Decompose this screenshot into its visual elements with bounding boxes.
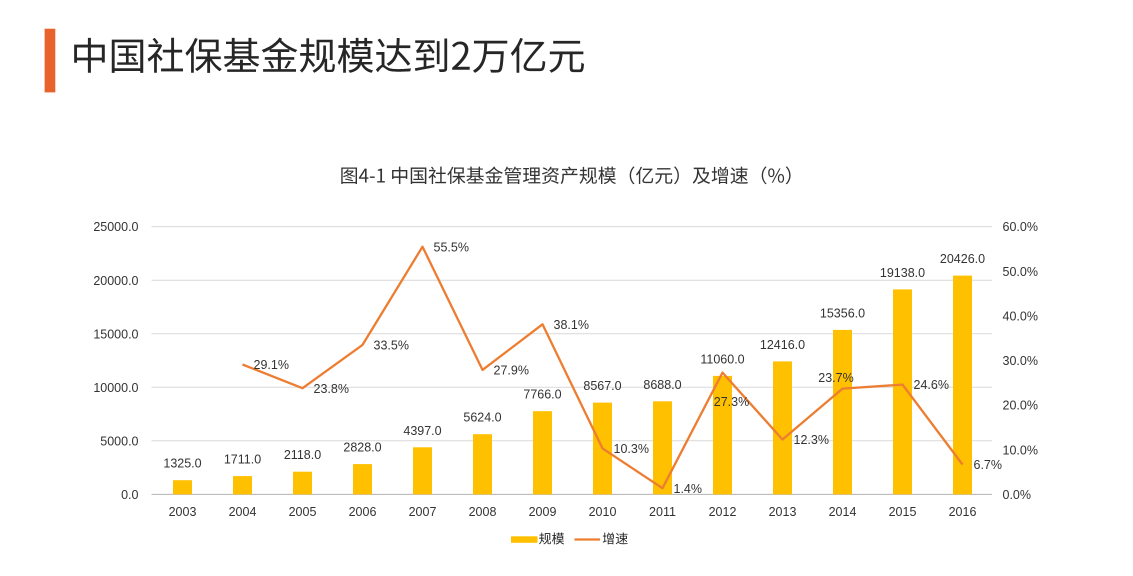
svg-text:10.3%: 10.3%: [614, 442, 649, 456]
svg-text:2005: 2005: [289, 505, 317, 519]
svg-text:1711.0: 1711.0: [224, 453, 261, 467]
svg-text:2010: 2010: [589, 505, 617, 519]
svg-text:5000.0: 5000.0: [100, 434, 138, 448]
svg-text:19138.0: 19138.0: [880, 266, 925, 280]
svg-text:2011: 2011: [649, 505, 676, 519]
svg-text:50.0%: 50.0%: [1003, 265, 1038, 279]
svg-text:2015: 2015: [889, 505, 917, 519]
svg-text:8567.0: 8567.0: [583, 379, 621, 393]
svg-text:11060.0: 11060.0: [700, 352, 744, 366]
svg-text:5624.0: 5624.0: [463, 411, 501, 425]
svg-text:6.7%: 6.7%: [974, 458, 1003, 472]
svg-text:38.1%: 38.1%: [554, 318, 589, 332]
svg-text:2007: 2007: [409, 505, 437, 519]
svg-text:1.4%: 1.4%: [674, 482, 703, 496]
svg-text:1325.0: 1325.0: [163, 457, 201, 471]
svg-text:2118.0: 2118.0: [284, 448, 321, 462]
svg-text:55.5%: 55.5%: [434, 240, 469, 254]
svg-text:23.7%: 23.7%: [818, 371, 853, 385]
svg-text:10.0%: 10.0%: [1003, 443, 1038, 457]
svg-text:2014: 2014: [829, 505, 857, 519]
svg-text:27.3%: 27.3%: [714, 395, 749, 409]
svg-text:7766.0: 7766.0: [523, 388, 561, 402]
svg-text:2009: 2009: [529, 505, 557, 519]
svg-text:40.0%: 40.0%: [1003, 310, 1038, 324]
svg-text:2006: 2006: [349, 505, 377, 519]
svg-text:2012: 2012: [709, 505, 737, 519]
svg-text:2016: 2016: [949, 505, 977, 519]
svg-text:0.0: 0.0: [121, 488, 138, 502]
svg-text:2013: 2013: [769, 505, 797, 519]
svg-text:2004: 2004: [229, 505, 257, 519]
svg-text:29.1%: 29.1%: [254, 358, 289, 372]
svg-text:27.9%: 27.9%: [494, 364, 529, 378]
svg-text:2008: 2008: [469, 505, 497, 519]
svg-text:23.8%: 23.8%: [314, 382, 349, 396]
svg-text:30.0%: 30.0%: [1003, 354, 1038, 368]
svg-text:8688.0: 8688.0: [643, 378, 681, 392]
svg-text:15356.0: 15356.0: [820, 306, 865, 320]
svg-text:4397.0: 4397.0: [403, 424, 441, 438]
svg-text:33.5%: 33.5%: [374, 339, 409, 353]
svg-text:12416.0: 12416.0: [760, 338, 805, 352]
svg-text:15000.0: 15000.0: [93, 327, 138, 341]
svg-text:0.0%: 0.0%: [1003, 488, 1032, 502]
svg-text:60.0%: 60.0%: [1003, 220, 1038, 234]
svg-text:20000.0: 20000.0: [93, 274, 138, 288]
svg-text:10000.0: 10000.0: [93, 381, 138, 395]
svg-text:2828.0: 2828.0: [343, 441, 381, 455]
svg-text:25000.0: 25000.0: [93, 220, 138, 234]
svg-text:24.6%: 24.6%: [914, 378, 949, 392]
svg-text:20426.0: 20426.0: [940, 252, 985, 266]
svg-text:20.0%: 20.0%: [1003, 399, 1038, 413]
svg-text:12.3%: 12.3%: [794, 433, 829, 447]
svg-text:2003: 2003: [169, 505, 197, 519]
